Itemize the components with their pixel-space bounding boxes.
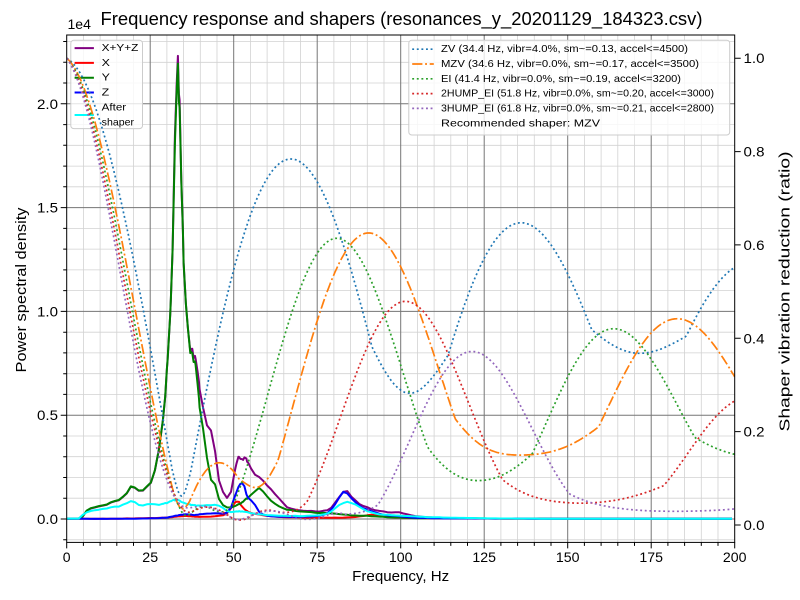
svg-text:2HUMP_EI (51.8 Hz, vibr=0.0%,: 2HUMP_EI (51.8 Hz, vibr=0.0%, sm~=0.20, … <box>441 88 714 100</box>
svg-text:1.5: 1.5 <box>37 200 58 216</box>
svg-text:Recommended shaper: MZV: Recommended shaper: MZV <box>441 117 600 129</box>
svg-text:0.4: 0.4 <box>744 330 765 346</box>
svg-text:shaper: shaper <box>102 116 135 128</box>
svg-text:Frequency, Hz: Frequency, Hz <box>352 569 449 585</box>
svg-text:1.0: 1.0 <box>744 50 765 66</box>
svg-text:0.0: 0.0 <box>37 511 58 527</box>
svg-text:1.0: 1.0 <box>37 303 58 319</box>
svg-text:200: 200 <box>723 549 747 565</box>
svg-text:75: 75 <box>309 549 325 565</box>
svg-text:0.5: 0.5 <box>37 407 58 423</box>
svg-text:Z: Z <box>102 87 110 99</box>
svg-text:EI (41.4 Hz, vibr=0.0%, sm~=0.: EI (41.4 Hz, vibr=0.0%, sm~=0.19, accel<… <box>441 73 681 85</box>
svg-text:2.0: 2.0 <box>37 96 58 112</box>
svg-text:ZV (34.4 Hz, vibr=4.0%, sm~=0.: ZV (34.4 Hz, vibr=4.0%, sm~=0.13, accel<… <box>441 43 688 55</box>
svg-text:1e4: 1e4 <box>68 16 92 32</box>
svg-text:50: 50 <box>226 549 242 565</box>
svg-text:0.0: 0.0 <box>744 517 765 533</box>
svg-text:0.8: 0.8 <box>744 144 765 160</box>
svg-text:3HUMP_EI (61.8 Hz, vibr=0.0%,: 3HUMP_EI (61.8 Hz, vibr=0.0%, sm~=0.21, … <box>441 102 714 114</box>
svg-text:Frequency response and shapers: Frequency response and shapers (resonanc… <box>101 9 703 30</box>
svg-text:X: X <box>102 57 110 69</box>
svg-text:125: 125 <box>472 549 496 565</box>
svg-text:Shaper vibration reduction (ra: Shaper vibration reduction (ratio) <box>778 152 794 432</box>
svg-text:175: 175 <box>639 549 663 565</box>
svg-text:0: 0 <box>63 549 71 565</box>
svg-text:150: 150 <box>556 549 580 565</box>
svg-text:25: 25 <box>142 549 158 565</box>
svg-text:MZV (34.6 Hz, vibr=0.0%, sm~=0: MZV (34.6 Hz, vibr=0.0%, sm~=0.17, accel… <box>441 58 699 70</box>
svg-text:X+Y+Z: X+Y+Z <box>102 42 139 54</box>
svg-text:0.6: 0.6 <box>744 237 765 253</box>
svg-text:Y: Y <box>102 72 110 84</box>
svg-text:0.2: 0.2 <box>744 424 765 440</box>
svg-text:100: 100 <box>389 549 413 565</box>
svg-text:Power spectral density: Power spectral density <box>14 207 30 373</box>
svg-text:After: After <box>102 102 127 114</box>
